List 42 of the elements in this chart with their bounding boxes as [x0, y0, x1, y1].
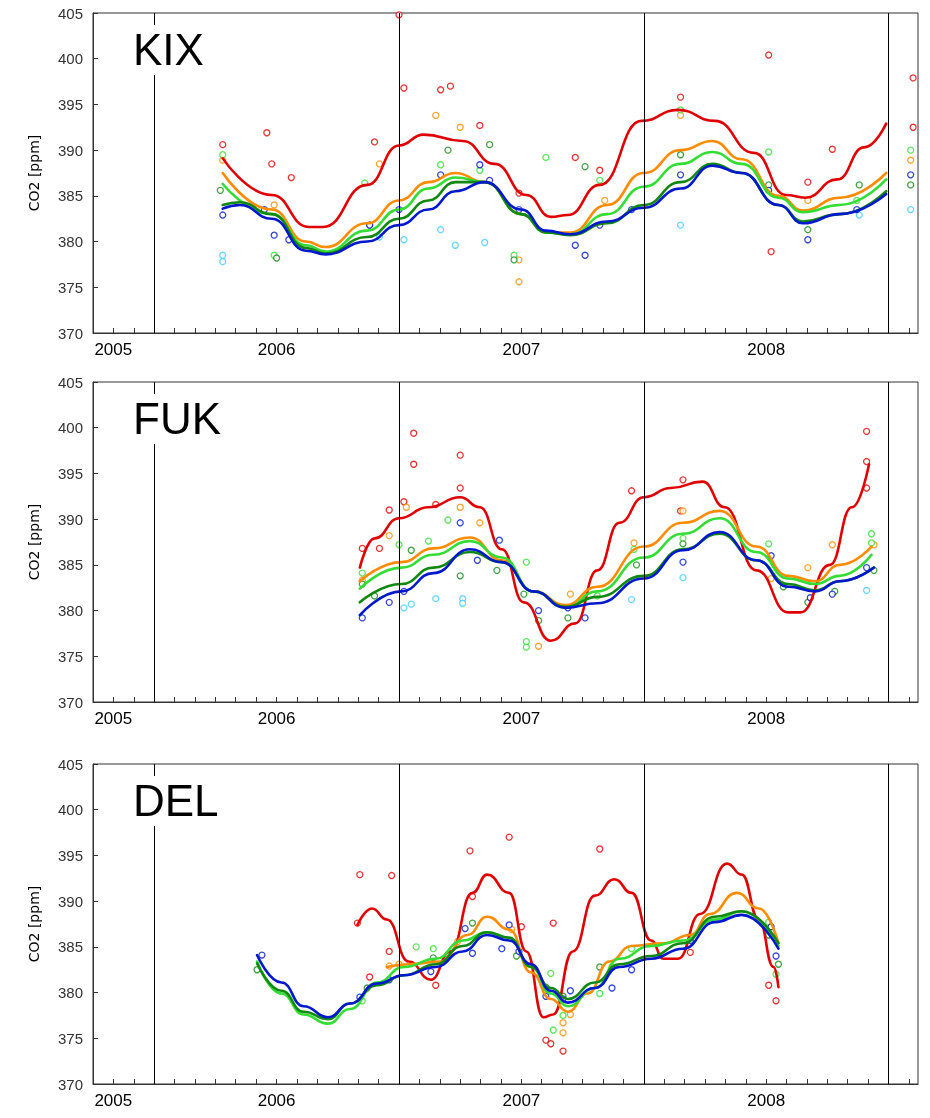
y-tick-label: 400	[57, 419, 83, 437]
annotation: FUK	[133, 393, 221, 443]
x-tick-label: 2008	[747, 340, 786, 359]
y-tick-label: 390	[57, 141, 83, 159]
y-tick-label: 395	[57, 846, 83, 864]
y-tick-label: 400	[57, 801, 83, 819]
y-axis-title: CO2 [ppm]	[26, 503, 42, 581]
annotation: DEL	[133, 775, 219, 825]
y-tick-label: 370	[57, 1075, 83, 1093]
annotation: KIX	[133, 24, 204, 74]
x-tick-label: 2006	[257, 340, 296, 359]
y-tick-label: 370	[57, 693, 83, 711]
y-tick-label: 380	[57, 233, 83, 251]
x-tick-label: 2005	[94, 709, 133, 728]
y-tick-label: 380	[57, 984, 83, 1002]
y-tick-label: 375	[57, 647, 83, 665]
x-tick-label: 2008	[747, 1091, 786, 1110]
y-axis-title: CO2 [ppm]	[26, 885, 42, 963]
y-tick-label: 385	[57, 556, 83, 574]
x-tick-label: 2007	[502, 709, 541, 728]
y-axis-title: CO2 [ppm]	[26, 134, 42, 212]
y-tick-label: 395	[57, 464, 83, 482]
x-tick-label: 2006	[257, 1091, 296, 1110]
y-tick-label: 405	[57, 4, 83, 22]
y-tick-label: 390	[57, 892, 83, 910]
y-tick-label: 405	[57, 373, 83, 391]
y-tick-label: 375	[57, 278, 83, 296]
y-tick-label: 395	[57, 95, 83, 113]
x-tick-label: 2005	[94, 340, 133, 359]
y-tick-label: 390	[57, 510, 83, 528]
y-tick-label: 385	[57, 938, 83, 956]
y-tick-label: 385	[57, 187, 83, 205]
y-tick-label: 375	[57, 1029, 83, 1047]
x-tick-label: 2008	[747, 709, 786, 728]
y-tick-label: 380	[57, 602, 83, 620]
y-tick-label: 370	[57, 324, 83, 342]
y-tick-label: 405	[57, 755, 83, 773]
x-tick-label: 2007	[502, 1091, 541, 1110]
y-tick-label: 400	[57, 50, 83, 68]
x-tick-label: 2006	[257, 709, 296, 728]
x-tick-label: 2005	[94, 1091, 133, 1110]
x-tick-label: 2007	[502, 340, 541, 359]
